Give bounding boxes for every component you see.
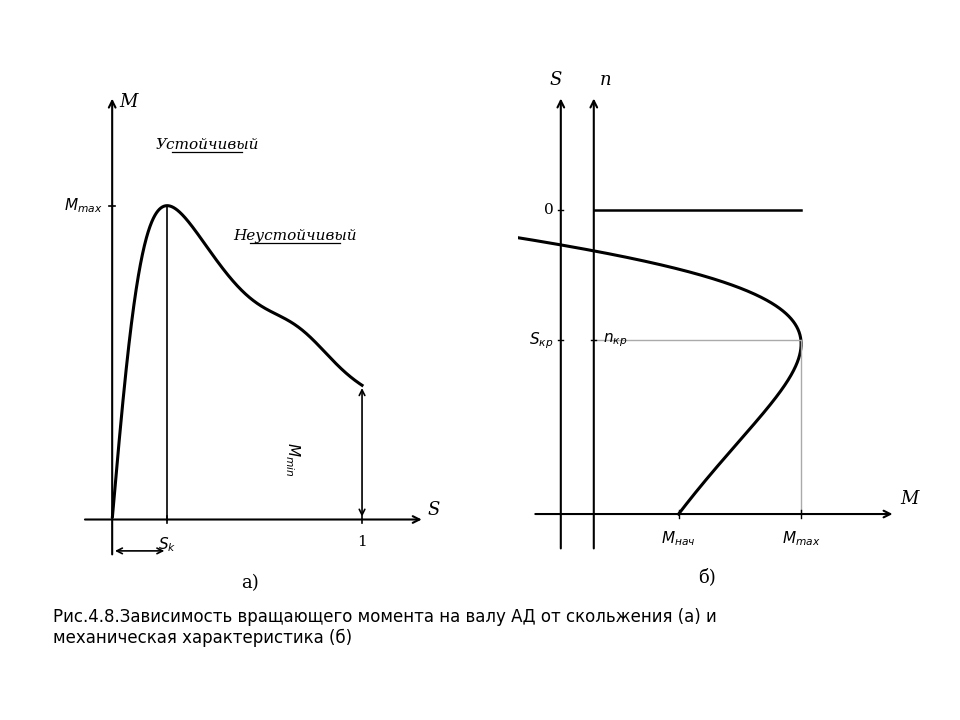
Text: б): б) bbox=[698, 568, 716, 586]
Text: n: n bbox=[600, 71, 612, 89]
Text: S: S bbox=[550, 71, 563, 89]
Text: $M_{нач}$: $M_{нач}$ bbox=[661, 529, 696, 548]
Text: M: M bbox=[120, 93, 138, 111]
Text: 0: 0 bbox=[544, 203, 554, 217]
Text: $M_{min}$: $M_{min}$ bbox=[283, 442, 301, 477]
Text: S: S bbox=[427, 501, 440, 519]
Text: $n_{кр}$: $n_{кр}$ bbox=[603, 332, 628, 349]
Text: $S_k$: $S_k$ bbox=[158, 535, 177, 554]
Text: а): а) bbox=[241, 575, 258, 593]
Text: $M_{max}$: $M_{max}$ bbox=[781, 529, 821, 548]
Text: $S_{кр}$: $S_{кр}$ bbox=[529, 330, 554, 351]
Text: Неустойчивый: Неустойчивый bbox=[232, 230, 356, 243]
Text: Устойчивый: Устойчивый bbox=[156, 138, 259, 153]
Text: 1: 1 bbox=[357, 535, 367, 549]
Text: M: M bbox=[900, 490, 919, 508]
Text: $M_{max}$: $M_{max}$ bbox=[63, 197, 102, 215]
Text: Рис.4.8.Зависимость вращающего момента на валу АД от скольжения (а) и
механическ: Рис.4.8.Зависимость вращающего момента н… bbox=[53, 608, 716, 647]
